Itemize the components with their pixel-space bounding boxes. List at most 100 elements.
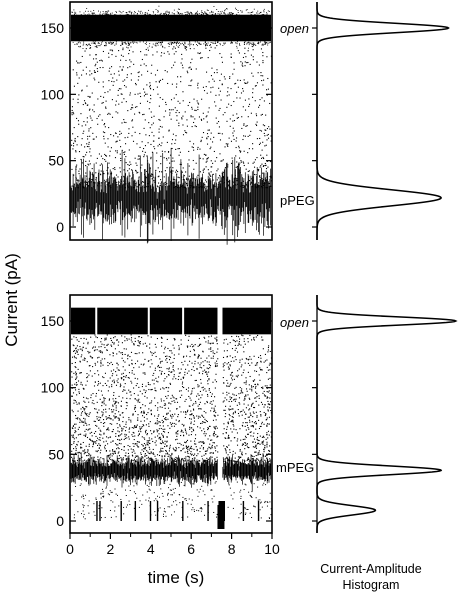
trace-point — [175, 460, 177, 462]
trace-point — [129, 427, 131, 429]
trace-point — [111, 54, 113, 56]
trace-point — [138, 345, 140, 347]
trace-point — [224, 397, 226, 399]
trace-point — [114, 402, 117, 404]
trace-point — [200, 378, 202, 381]
trace-point — [191, 413, 193, 415]
trace-point — [165, 157, 168, 159]
trace-point — [105, 337, 107, 339]
trace-point — [131, 11, 133, 13]
trace-point — [175, 378, 177, 380]
trace-point — [163, 431, 166, 433]
trace-point — [121, 427, 123, 429]
trace-point — [169, 356, 172, 358]
trace-point — [159, 13, 161, 15]
trace-point — [166, 141, 168, 143]
trace-point — [219, 14, 221, 16]
trace-point — [257, 439, 259, 441]
trace-point — [103, 403, 105, 405]
trace-point — [198, 43, 201, 45]
trace-point — [181, 53, 183, 55]
trace-point — [142, 457, 144, 459]
trace-point — [85, 422, 87, 424]
trace-point — [180, 339, 182, 341]
trace-point — [91, 402, 93, 404]
trace-point — [94, 71, 96, 73]
trace-point — [240, 489, 242, 491]
trace-point — [197, 148, 199, 150]
trace-point — [245, 381, 247, 383]
trace-point — [246, 9, 248, 11]
trace-point — [94, 65, 96, 67]
trace-point — [84, 420, 86, 422]
trace-point — [89, 428, 91, 430]
trace-point — [100, 430, 102, 432]
trace-point — [216, 340, 218, 342]
trace-point — [123, 180, 125, 182]
trace-point — [134, 183, 136, 185]
trace-point — [71, 185, 73, 187]
trace-point — [136, 383, 138, 385]
trace-point — [265, 164, 267, 166]
trace-point — [128, 53, 130, 55]
trace-point — [179, 442, 181, 444]
trace-point — [247, 47, 249, 49]
trace-point — [207, 157, 209, 159]
trace-point — [268, 416, 270, 418]
trace-point — [80, 337, 82, 340]
trace-point — [247, 162, 249, 164]
trace-point — [157, 14, 159, 16]
trace-point — [118, 448, 120, 450]
trace-point — [242, 161, 244, 163]
trace-point — [81, 162, 83, 164]
trace-point — [263, 100, 265, 102]
trace-point — [252, 42, 254, 44]
trace-point — [263, 165, 265, 167]
trace-point — [146, 491, 148, 493]
trace-point — [267, 396, 269, 399]
trace-point — [228, 437, 230, 439]
trace-point — [202, 420, 204, 423]
trace-point — [130, 169, 133, 171]
trace-point — [205, 341, 207, 343]
trace-point — [196, 367, 198, 370]
trace-point — [116, 448, 118, 450]
trace-point — [82, 506, 84, 508]
trace-point — [87, 449, 89, 451]
trace-point — [150, 413, 152, 415]
trace-point — [176, 42, 178, 44]
trace-point — [137, 446, 139, 448]
trace-point — [263, 423, 265, 425]
trace-point — [249, 12, 251, 14]
trace-point — [99, 444, 101, 446]
bottom-hist-curve — [316, 295, 458, 533]
trace-point — [260, 11, 262, 13]
trace-point — [260, 517, 262, 519]
trace-point — [223, 12, 225, 14]
trace-point — [93, 111, 95, 113]
trace-point — [207, 428, 209, 430]
trace-point — [187, 364, 189, 366]
trace-point — [182, 377, 184, 379]
trace-point — [173, 501, 175, 503]
trace-point — [226, 106, 228, 108]
trace-point — [85, 103, 87, 105]
trace-point — [169, 506, 171, 508]
trace-point — [104, 123, 106, 125]
trace-point — [249, 356, 251, 358]
trace-point — [140, 427, 143, 429]
trace-point — [73, 145, 75, 147]
trace-point — [114, 348, 116, 350]
trace-point — [227, 164, 229, 166]
trace-point — [124, 79, 126, 81]
trace-point — [191, 106, 193, 108]
trace-point — [78, 77, 80, 79]
trace-point — [200, 507, 202, 509]
trace-point — [101, 411, 103, 413]
trace-point — [127, 41, 129, 43]
trace-point — [262, 75, 264, 77]
trace-point — [108, 56, 110, 58]
trace-point — [128, 372, 131, 374]
trace-point — [105, 411, 107, 413]
trace-point — [172, 133, 174, 135]
